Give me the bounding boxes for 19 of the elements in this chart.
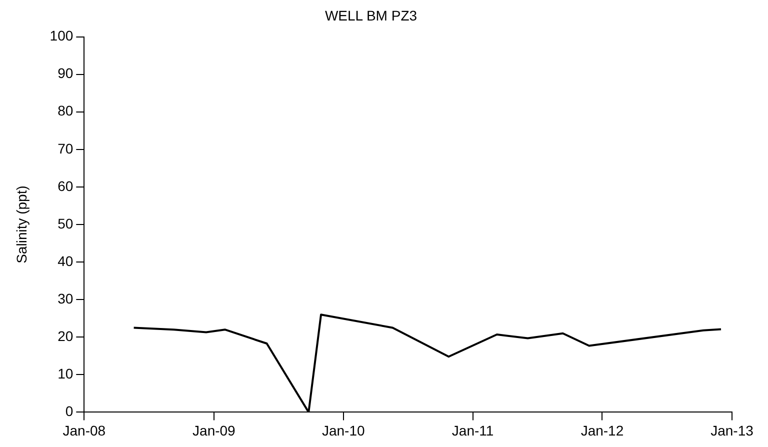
y-tick-label: 10 bbox=[58, 366, 74, 382]
y-tick-label: 70 bbox=[58, 140, 74, 156]
x-tick-label: Jan-11 bbox=[452, 422, 494, 438]
y-tick-label: 20 bbox=[58, 328, 74, 344]
chart-title: WELL BM PZ3 bbox=[324, 7, 418, 24]
x-tick-label: Jan-10 bbox=[322, 422, 365, 438]
y-axis-title: Salinity (ppt) bbox=[13, 186, 30, 264]
x-tick-label: Jan-13 bbox=[710, 422, 754, 438]
y-tick-label: 100 bbox=[50, 28, 74, 44]
x-tick-label: Jan-09 bbox=[192, 422, 236, 438]
x-tick-label: Jan-12 bbox=[580, 422, 624, 438]
y-tick-label: 0 bbox=[65, 403, 74, 420]
y-tick-label: 40 bbox=[58, 252, 74, 269]
y-tick-label: 90 bbox=[58, 65, 74, 82]
y-tick-label: 80 bbox=[58, 102, 74, 119]
x-tick-label: Jan-08 bbox=[62, 422, 106, 438]
y-tick-label: 50 bbox=[58, 215, 74, 232]
y-tick-label: 60 bbox=[58, 178, 74, 194]
y-tick-label: 30 bbox=[58, 290, 74, 306]
